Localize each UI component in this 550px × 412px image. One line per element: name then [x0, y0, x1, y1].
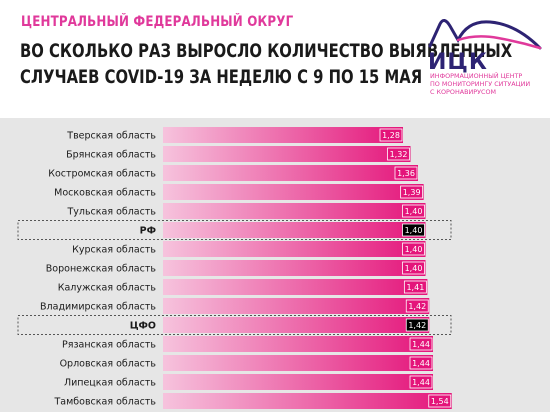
value-label: 1,32 — [390, 150, 408, 159]
category-label: Тульская область — [66, 207, 156, 218]
chart-title-line-1: ВО СКОЛЬКО РАЗ ВЫРОСЛО КОЛИЧЕСТВО ВЫЯВЛЕ… — [20, 40, 513, 62]
bar — [163, 184, 424, 200]
bar — [163, 165, 418, 181]
bar — [163, 393, 452, 409]
category-label: Костромская область — [48, 169, 156, 180]
chart-area: Тверская область 1,28 Брянская область 1,32… — [0, 118, 550, 412]
category-label: Рязанская область — [62, 340, 156, 351]
value-label: 1,44 — [412, 340, 430, 349]
header: ЦЕНТРАЛЬНЫЙ ФЕДЕРАЛЬНЫЙ ОКРУГ ВО СКОЛЬКО… — [0, 0, 550, 118]
value-label-box — [409, 375, 433, 389]
logo-caption-line-3: С КОРОНАВИРУСОМ — [430, 88, 497, 96]
category-label: Тверская область — [66, 131, 156, 142]
category-label: Калужская область — [58, 283, 157, 294]
category-label: Тамбовская область — [54, 397, 157, 408]
bar — [163, 127, 403, 143]
bar — [163, 146, 411, 162]
value-label-box — [387, 147, 410, 161]
value-label-box — [394, 166, 418, 180]
bar — [163, 355, 433, 371]
bar — [163, 317, 430, 333]
bar — [163, 336, 433, 352]
value-label: 1,40 — [405, 264, 423, 273]
bar-chart: Тверская область 1,28 Брянская область 1,32… — [17, 127, 452, 409]
value-label-box — [405, 318, 429, 332]
category-label: Липецкая область — [64, 378, 156, 389]
value-label: 1,39 — [403, 188, 421, 197]
value-label: 1,44 — [412, 359, 430, 368]
category-label: Орловская область — [60, 359, 157, 370]
value-label: 1,42 — [408, 321, 426, 330]
value-label: 1,36 — [397, 169, 415, 178]
value-label-box — [409, 356, 433, 370]
value-label-box — [403, 280, 427, 294]
value-label: 1,40 — [405, 245, 423, 254]
category-label: Московская область — [54, 188, 156, 199]
value-label-box — [409, 337, 433, 351]
chart-subtitle: ЦЕНТРАЛЬНЫЙ ФЕДЕРАЛЬНЫЙ ОКРУГ — [21, 14, 294, 30]
logo-wave-icon — [428, 19, 542, 50]
category-label: Владимирская область — [40, 302, 156, 313]
value-label-box — [402, 242, 425, 256]
highlight-frame — [17, 220, 452, 240]
value-label: 1,28 — [382, 131, 400, 140]
bar — [163, 222, 426, 238]
highlight-frame — [17, 315, 452, 335]
value-label-box — [400, 185, 424, 199]
chart-title: ВО СКОЛЬКО РАЗ ВЫРОСЛО КОЛИЧЕСТВО ВЫЯВЛЕ… — [20, 38, 512, 90]
bar — [163, 203, 426, 219]
bar — [163, 298, 430, 314]
bar — [163, 279, 428, 295]
value-label-box — [428, 394, 452, 408]
value-label: 1,40 — [405, 226, 423, 235]
logo-caption: ИНФОРМАЦИОННЫЙ ЦЕНТР ПО МОНИТОРИНГУ СИТУ… — [430, 72, 545, 96]
value-label: 1,40 — [405, 207, 423, 216]
value-label-box — [405, 299, 429, 313]
category-label: Брянская область — [66, 150, 156, 161]
value-label: 1,54 — [431, 397, 449, 406]
value-label-box — [402, 223, 425, 237]
value-label-box — [402, 261, 425, 275]
category-label: Курская область — [72, 245, 156, 256]
bar — [163, 241, 426, 257]
category-label: Воронежская область — [46, 264, 157, 275]
logo-name: ИЦК — [428, 50, 488, 75]
bar — [163, 260, 426, 276]
category-label: ЦФО — [130, 321, 156, 332]
category-label: РФ — [140, 226, 156, 237]
value-label-box — [379, 128, 403, 142]
value-label: 1,42 — [408, 302, 426, 311]
chart-title-line-2: СЛУЧАЕВ COVID-19 ЗА НЕДЕЛЮ С 9 ПО 15 МАЯ — [20, 66, 423, 88]
value-label: 1,44 — [412, 378, 430, 387]
value-label: 1,41 — [406, 283, 424, 292]
logo-caption-line-2: ПО МОНИТОРИНГУ СИТУАЦИИ — [430, 80, 531, 88]
value-label-box — [402, 204, 425, 218]
logo-caption-line-1: ИНФОРМАЦИОННЫЙ ЦЕНТР — [430, 72, 523, 80]
bar — [163, 374, 433, 390]
